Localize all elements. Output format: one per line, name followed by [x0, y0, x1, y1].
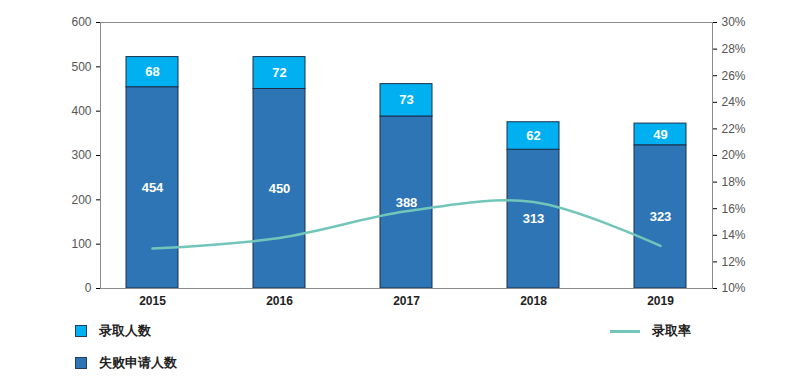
svg-text:100: 100 — [71, 237, 91, 251]
svg-text:388: 388 — [396, 195, 418, 210]
svg-text:2017: 2017 — [393, 294, 420, 308]
svg-text:12%: 12% — [722, 255, 746, 269]
svg-text:49: 49 — [653, 127, 667, 142]
svg-text:26%: 26% — [722, 69, 746, 83]
html-text:录取人数: 录取人数 — [99, 323, 151, 338]
svg-text:0: 0 — [85, 281, 92, 295]
svg-text:313: 313 — [523, 211, 545, 226]
svg-text:2015: 2015 — [139, 294, 166, 308]
svg-text:68: 68 — [145, 64, 159, 79]
svg-text:300: 300 — [71, 148, 91, 162]
svg-text:454: 454 — [142, 180, 164, 195]
svg-text:72: 72 — [272, 65, 286, 80]
html-text:录取率: 录取率 — [652, 323, 691, 338]
svg-text:500: 500 — [71, 60, 91, 74]
svg-text:2016: 2016 — [266, 294, 293, 308]
svg-text:450: 450 — [269, 181, 291, 196]
svg-text:2019: 2019 — [647, 294, 674, 308]
svg-text:400: 400 — [71, 104, 91, 118]
html-text:失败申请人数: 失败申请人数 — [99, 355, 177, 370]
svg-text:62: 62 — [526, 128, 540, 143]
svg-text:20%: 20% — [722, 148, 746, 162]
svg-text:18%: 18% — [722, 175, 746, 189]
svg-text:323: 323 — [650, 209, 672, 224]
svg-text:24%: 24% — [722, 95, 746, 109]
svg-text:28%: 28% — [722, 42, 746, 56]
svg-text:14%: 14% — [722, 228, 746, 242]
svg-text:73: 73 — [399, 92, 413, 107]
svg-text:10%: 10% — [722, 281, 746, 295]
svg-text:22%: 22% — [722, 122, 746, 136]
svg-text:30%: 30% — [722, 15, 746, 29]
svg-text:200: 200 — [71, 193, 91, 207]
svg-text:2018: 2018 — [520, 294, 547, 308]
svg-text:16%: 16% — [722, 202, 746, 216]
svg-text:600: 600 — [71, 15, 91, 29]
